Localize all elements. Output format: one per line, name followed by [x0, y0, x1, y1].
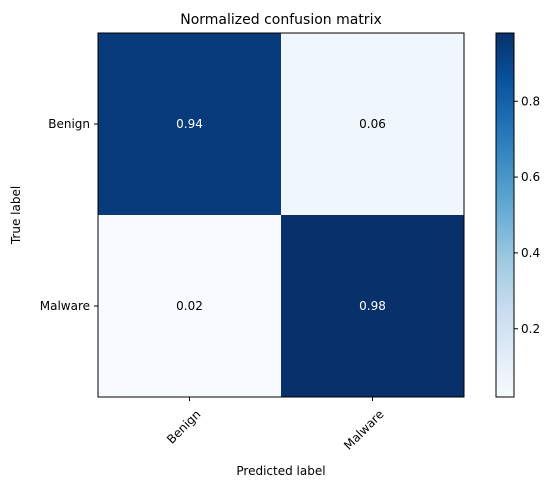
colorbar-tick-label: 0.6: [521, 170, 540, 184]
cell-value-label: 0.94: [176, 117, 203, 131]
matrix-cells: 0.94 0.06 0.02 0.98: [98, 33, 464, 397]
x-axis-label: Predicted label: [236, 464, 325, 478]
y-axis-label: True label: [9, 186, 23, 245]
matrix-cell: [98, 215, 281, 397]
matrix-cell: [281, 33, 464, 215]
cell-value-label: 0.02: [176, 299, 203, 313]
matrix-cell: [98, 33, 281, 215]
colorbar-tick-label: 0.2: [521, 322, 540, 336]
x-tick-label: Malware: [341, 407, 386, 452]
colorbar-gradient: [495, 32, 515, 398]
cell-value-label: 0.98: [359, 299, 386, 313]
y-tick-label: Benign: [48, 117, 90, 131]
plot-frame: [97, 32, 465, 398]
y-tick-label: Malware: [40, 299, 90, 313]
x-tick-label: Benign: [164, 407, 203, 446]
matrix-cell: [281, 215, 464, 397]
colorbar-tick-label: 0.8: [521, 94, 540, 108]
chart-title: Normalized confusion matrix: [180, 12, 382, 28]
colorbar-tick-label: 0.4: [521, 246, 540, 260]
cell-value-label: 0.06: [359, 117, 386, 131]
colorbar: 0.2 0.4 0.6 0.8: [495, 32, 540, 398]
